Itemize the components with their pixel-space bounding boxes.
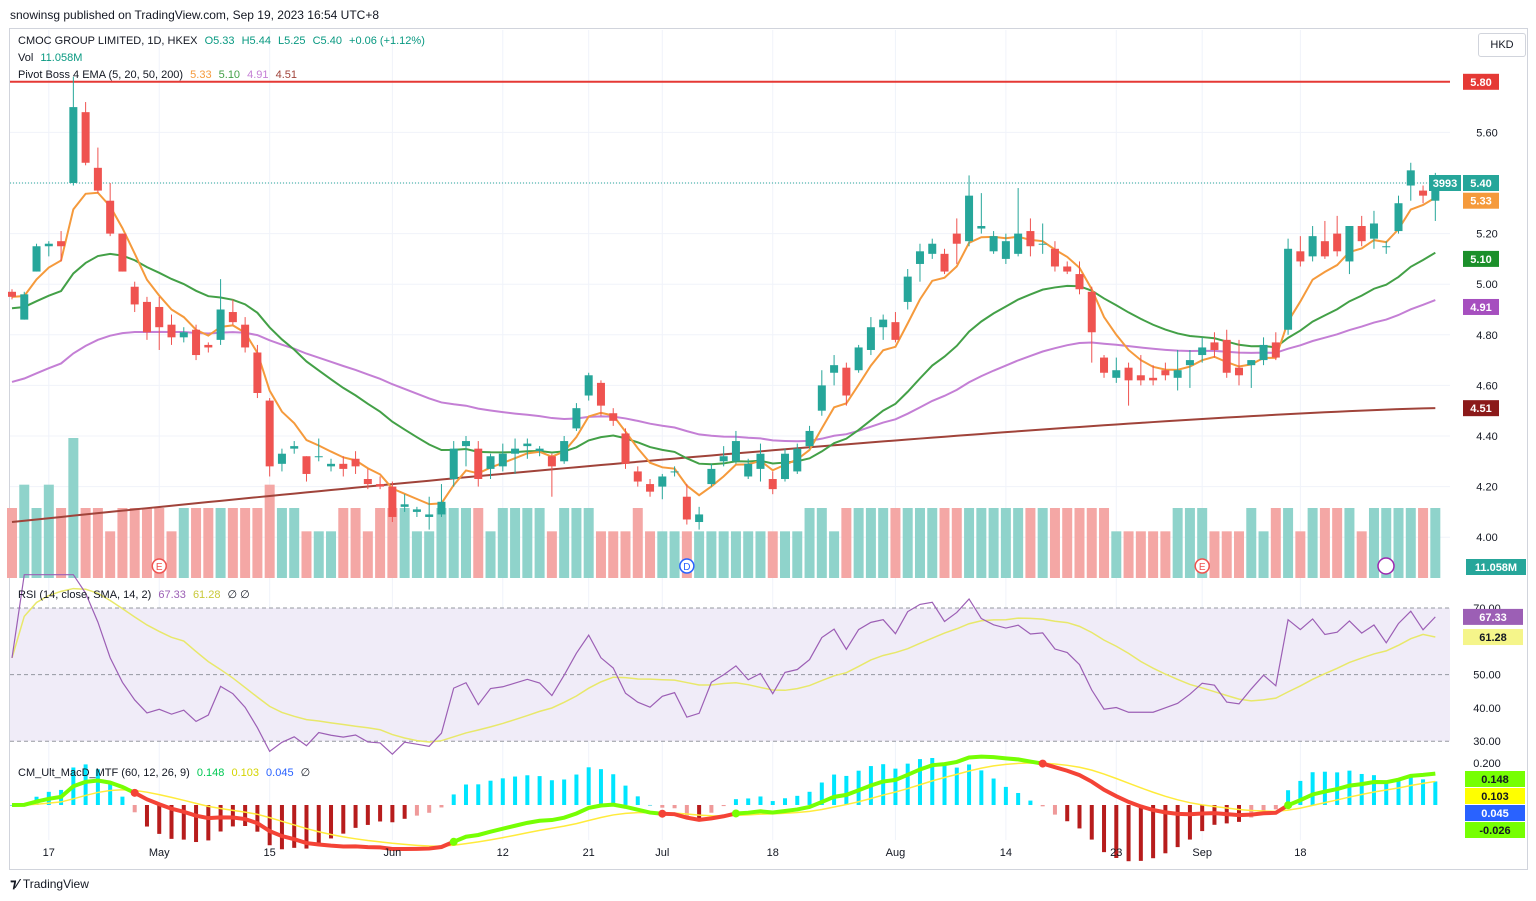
- change-value: +0.06 (+1.12%): [349, 35, 425, 47]
- main-legend: CMOC GROUP LIMITED, 1D, HKEX O5.33 H5.44…: [18, 35, 429, 47]
- open-value: O5.33: [204, 35, 235, 47]
- symbol-title[interactable]: CMOC GROUP LIMITED, 1D, HKEX: [18, 35, 198, 47]
- macd-label[interactable]: CM_Ult_MacD_MTF (60, 12, 26, 9): [18, 767, 190, 779]
- tradingview-logo-icon: ⁊⁄: [10, 876, 19, 891]
- footer-brand[interactable]: ⁊⁄ TradingView: [10, 876, 89, 892]
- ema5-value: 5.33: [190, 69, 212, 81]
- ema20-value: 5.10: [218, 69, 241, 81]
- macd-hist-value: 0.045: [266, 767, 294, 779]
- macd-extra: ∅: [300, 767, 311, 779]
- brand-label: TradingView: [22, 877, 89, 891]
- ema50-value: 4.91: [247, 69, 269, 81]
- chart-frame: [9, 28, 1528, 870]
- rsi-label[interactable]: RSI (14, close, SMA, 14, 2): [18, 589, 152, 601]
- volume-legend: Vol 11.058M: [18, 52, 86, 64]
- vol-label[interactable]: Vol: [18, 52, 34, 64]
- rsi-sma-value: 61.28: [192, 589, 221, 601]
- rsi-value: 67.33: [158, 589, 186, 601]
- vol-value: 11.058M: [40, 52, 83, 64]
- macd-signal-value: 0.103: [231, 767, 259, 779]
- ema200-value: 4.51: [275, 69, 298, 81]
- currency-button[interactable]: HKD: [1478, 33, 1526, 57]
- rsi-extra: ∅ ∅: [227, 589, 250, 601]
- rsi-legend: RSI (14, close, SMA, 14, 2) 67.33 61.28 …: [18, 588, 254, 601]
- ema-label[interactable]: Pivot Boss 4 EMA (5, 20, 50, 200): [18, 69, 184, 81]
- close-value: C5.40: [312, 35, 342, 47]
- ema-legend: Pivot Boss 4 EMA (5, 20, 50, 200) 5.33 5…: [18, 69, 301, 81]
- high-value: H5.44: [241, 35, 271, 47]
- macd-value: 0.148: [196, 767, 225, 779]
- publisher-line: snowinsg published on TradingView.com, S…: [10, 8, 380, 22]
- low-value: L5.25: [278, 35, 306, 47]
- macd-legend: CM_Ult_MacD_MTF (60, 12, 26, 9) 0.148 0.…: [18, 766, 314, 779]
